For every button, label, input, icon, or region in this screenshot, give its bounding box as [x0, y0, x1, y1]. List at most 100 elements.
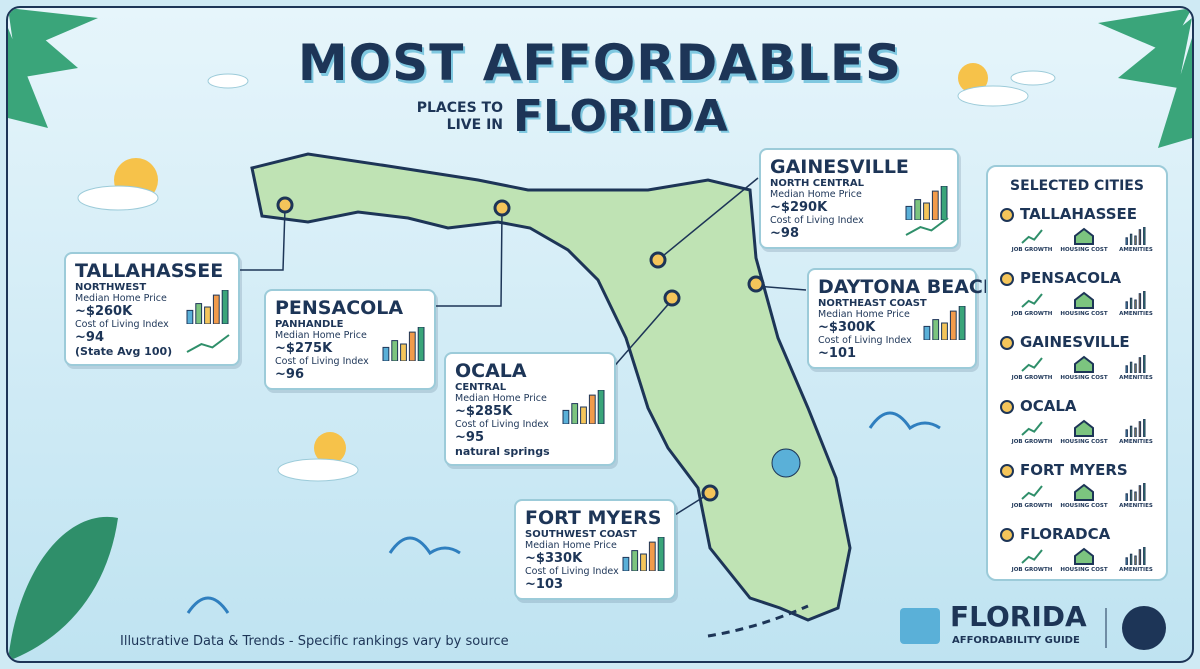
metric: AMENITIES: [1110, 483, 1162, 509]
metric-label: AMENITIES: [1119, 567, 1153, 573]
icon-part: [1074, 547, 1094, 565]
bullet: [1000, 464, 1014, 478]
metric: HOUSING COST: [1058, 547, 1110, 573]
city-name: GAINESVILLE: [770, 156, 909, 178]
index-label: Cost of Living Index: [75, 319, 169, 330]
icon-part: [1021, 421, 1043, 436]
index-value: ~95: [455, 430, 484, 445]
icon-part: [1021, 357, 1043, 372]
city-note: (State Avg 100): [75, 345, 173, 358]
metric: HOUSING COST: [1058, 483, 1110, 509]
metric: AMENITIES: [1110, 419, 1162, 445]
metric-label: HOUSING COST: [1060, 503, 1108, 509]
metric: AMENITIES: [1110, 547, 1162, 573]
metric: AMENITIES: [1110, 291, 1162, 317]
sidebar-item: GAINESVILLE JOB GROWTH HOUSING COST AMENITI…: [998, 333, 1158, 393]
icon: [1125, 547, 1146, 565]
index-value: ~96: [275, 367, 304, 382]
icon: [186, 334, 230, 353]
icon: [923, 306, 966, 340]
icon: [1021, 357, 1043, 372]
sidebar-item: OCALA JOB GROWTH HOUSING COST AMENITIES: [998, 397, 1158, 457]
icon: [1021, 485, 1043, 500]
metric-label: JOB GROWTH: [1011, 247, 1053, 253]
florida-shape: [250, 152, 852, 622]
index-value: ~94: [75, 330, 104, 345]
sidebar-item: FORT MYERS JOB GROWTH HOUSING COST AMENITIE…: [998, 461, 1158, 521]
sidebar-city: GAINESVILLE: [1020, 333, 1130, 351]
city-region: PANHANDLE: [275, 319, 344, 330]
icon: [1125, 355, 1146, 373]
metric-label: AMENITIES: [1119, 439, 1153, 445]
sidebar-city: TALLAHASSEE: [1020, 205, 1137, 223]
index-label: Cost of Living Index: [770, 215, 864, 226]
icon: [1125, 227, 1146, 245]
sidebar-item: FLORADCA JOB GROWTH HOUSING COST AMENITIES: [998, 525, 1158, 585]
icon-part: [186, 290, 229, 324]
icon: [562, 390, 605, 424]
metric-label: HOUSING COST: [1060, 567, 1108, 573]
bullet: [1000, 208, 1014, 222]
metric: AMENITIES: [1110, 227, 1162, 253]
palm-left: [8, 8, 98, 128]
icon-part: [1074, 483, 1094, 501]
icon-part: [923, 306, 966, 340]
icon-part: [622, 537, 665, 571]
icon: [1074, 483, 1094, 501]
bullet: [1000, 272, 1014, 286]
price-label: Median Home Price: [818, 309, 910, 320]
metric-label: JOB GROWTH: [1011, 503, 1053, 509]
icon-part: [1125, 419, 1146, 437]
metric-label: HOUSING COST: [1060, 375, 1108, 381]
metric: JOB GROWTH: [1006, 291, 1058, 317]
city-card: PENSACOLA PANHANDLE Median Home Price ~$275…: [264, 289, 436, 390]
icon-part: [1125, 483, 1146, 501]
icon: [905, 217, 949, 236]
metric: JOB GROWTH: [1006, 547, 1058, 573]
price-value: ~$260K: [75, 304, 133, 319]
sidebar-city: FLORADCA: [1020, 525, 1111, 543]
metric-label: JOB GROWTH: [1011, 375, 1053, 381]
price-label: Median Home Price: [770, 189, 862, 200]
city-region: NORTHEAST COAST: [818, 298, 927, 309]
icon-part: [1125, 355, 1146, 373]
icon: [1125, 419, 1146, 437]
icon-part: [382, 327, 425, 361]
city-name: PENSACOLA: [275, 297, 404, 319]
bullet: [1000, 528, 1014, 542]
index-label: Cost of Living Index: [818, 335, 912, 346]
icon-part: [186, 334, 230, 353]
icon-part: [1074, 355, 1094, 373]
kicker: PLACES TO LIVE IN: [416, 100, 503, 133]
logo-mark: [900, 606, 1166, 650]
map-illustration: [8, 8, 1192, 661]
lake: [771, 448, 801, 478]
index-label: Cost of Living Index: [455, 419, 549, 430]
price-value: ~$300K: [818, 320, 876, 335]
palm-right: [1098, 8, 1192, 148]
metric-label: JOB GROWTH: [1011, 439, 1053, 445]
price-label: Median Home Price: [275, 330, 367, 341]
metric: HOUSING COST: [1058, 355, 1110, 381]
icon-part: [905, 217, 949, 236]
title: MOST AFFORDABLES: [297, 34, 903, 92]
city-card: GAINESVILLE NORTH CENTRAL Median Home Pric…: [759, 148, 959, 249]
sidebar-city: OCALA: [1020, 397, 1077, 415]
metric: JOB GROWTH: [1006, 355, 1058, 381]
icon-part: [1021, 549, 1043, 564]
icon-part: [1125, 291, 1146, 309]
sidebar: SELECTED CITIES TALLAHASSEE JOB GROWTH HOUS…: [986, 165, 1168, 581]
index-label: Cost of Living Index: [525, 566, 619, 577]
metric-label: AMENITIES: [1119, 247, 1153, 253]
city-name: DAYTONA BEACH: [818, 276, 999, 298]
icon-part: [1074, 419, 1094, 437]
city-name: OCALA: [455, 360, 527, 382]
metric: HOUSING COST: [1058, 419, 1110, 445]
sidebar-title: SELECTED CITIES: [1010, 178, 1144, 194]
metric-label: HOUSING COST: [1060, 439, 1108, 445]
city-card: FORT MYERS SOUTHWEST COAST Median Home Pri…: [514, 499, 676, 600]
sidebar-city: PENSACOLA: [1020, 269, 1122, 287]
icon-part: [1074, 291, 1094, 309]
footer-note: Illustrative Data & Trends - Specific ra…: [120, 634, 509, 649]
